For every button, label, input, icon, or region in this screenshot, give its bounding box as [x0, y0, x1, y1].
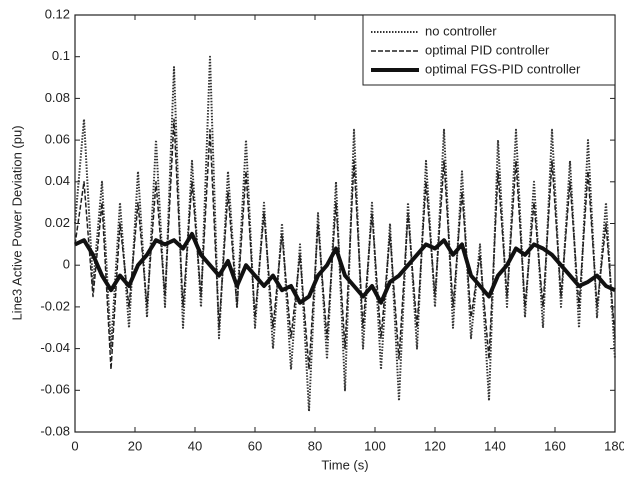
- x-tick-label: 100: [364, 438, 386, 453]
- y-tick-label: 0.04: [45, 173, 70, 188]
- y-tick-label: -0.04: [40, 340, 70, 355]
- legend-label: no controller: [425, 23, 497, 38]
- x-tick-label: 180: [604, 438, 624, 453]
- legend-label: optimal FGS-PID controller: [425, 61, 581, 76]
- y-tick-label: 0.08: [45, 90, 70, 105]
- legend-box: [362, 14, 616, 86]
- x-axis-label: Time (s): [321, 457, 368, 472]
- x-tick-label: 80: [308, 438, 322, 453]
- y-axis-label: Line3 Active Power Deviation (pu): [9, 125, 24, 320]
- series-line: [74, 118, 616, 371]
- legend-label: optimal PID controller: [425, 42, 550, 57]
- x-tick-label: 160: [544, 438, 566, 453]
- y-tick-label: -0.02: [40, 298, 70, 313]
- y-tick-label: 0: [63, 257, 70, 272]
- y-tick-label: -0.06: [40, 382, 70, 397]
- y-tick-label: -0.08: [40, 423, 70, 438]
- y-tick-label: 0.12: [45, 6, 70, 21]
- y-tick-label: 0.06: [45, 132, 70, 147]
- x-tick-label: 20: [128, 438, 142, 453]
- y-tick-label: 0.1: [52, 48, 70, 63]
- series-line: [74, 231, 616, 305]
- y-tick-label: 0.02: [45, 215, 70, 230]
- x-tick-label: 140: [484, 438, 506, 453]
- x-tick-label: 120: [424, 438, 446, 453]
- x-tick-label: 40: [188, 438, 202, 453]
- x-tick-label: 60: [248, 438, 262, 453]
- series-line: [74, 55, 616, 413]
- x-tick-label: 0: [71, 438, 78, 453]
